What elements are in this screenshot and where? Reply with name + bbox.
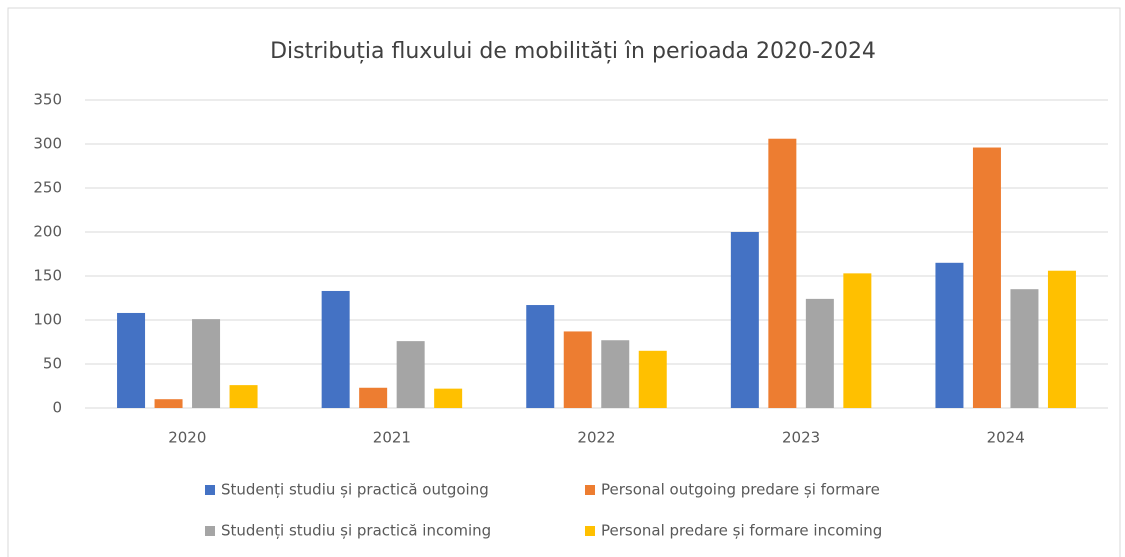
bar (638, 350, 667, 408)
legend-swatch (205, 485, 215, 495)
bar (768, 138, 797, 408)
y-tick-label: 200 (33, 223, 62, 241)
legend-label: Personal outgoing predare și formare (601, 481, 880, 499)
bar (805, 298, 834, 408)
bar (1047, 270, 1076, 408)
legend-swatch (585, 485, 595, 495)
y-tick-label: 150 (33, 267, 62, 285)
legend-label: Studenți studiu și practică outgoing (221, 481, 489, 499)
bar (396, 341, 425, 408)
bar (526, 305, 555, 408)
x-tick-label: 2020 (168, 429, 206, 447)
bar (117, 312, 146, 408)
bar (192, 319, 221, 408)
bar (972, 147, 1001, 408)
chart-title: Distribuția fluxului de mobilități în pe… (270, 39, 876, 64)
legend-label: Studenți studiu și practică incoming (221, 522, 491, 540)
bar (359, 387, 388, 408)
legend-label: Personal predare și formare incoming (601, 522, 882, 540)
legend-swatch (205, 526, 215, 536)
bar (935, 262, 964, 408)
bar (321, 290, 350, 408)
bar (730, 232, 759, 408)
bar (843, 273, 872, 408)
bar (563, 331, 592, 408)
y-tick-label: 300 (33, 135, 62, 153)
x-tick-label: 2024 (987, 429, 1025, 447)
bar (229, 385, 258, 408)
y-tick-label: 50 (43, 355, 62, 373)
bar (1010, 289, 1039, 408)
bar (601, 340, 630, 408)
legend-swatch (585, 526, 595, 536)
y-tick-label: 0 (52, 399, 62, 417)
bar (434, 388, 463, 408)
x-tick-label: 2022 (577, 429, 615, 447)
x-tick-label: 2023 (782, 429, 820, 447)
x-tick-label: 2021 (373, 429, 411, 447)
bar (154, 399, 183, 408)
y-tick-label: 100 (33, 311, 62, 329)
y-tick-label: 350 (33, 91, 62, 109)
y-tick-label: 250 (33, 179, 62, 197)
